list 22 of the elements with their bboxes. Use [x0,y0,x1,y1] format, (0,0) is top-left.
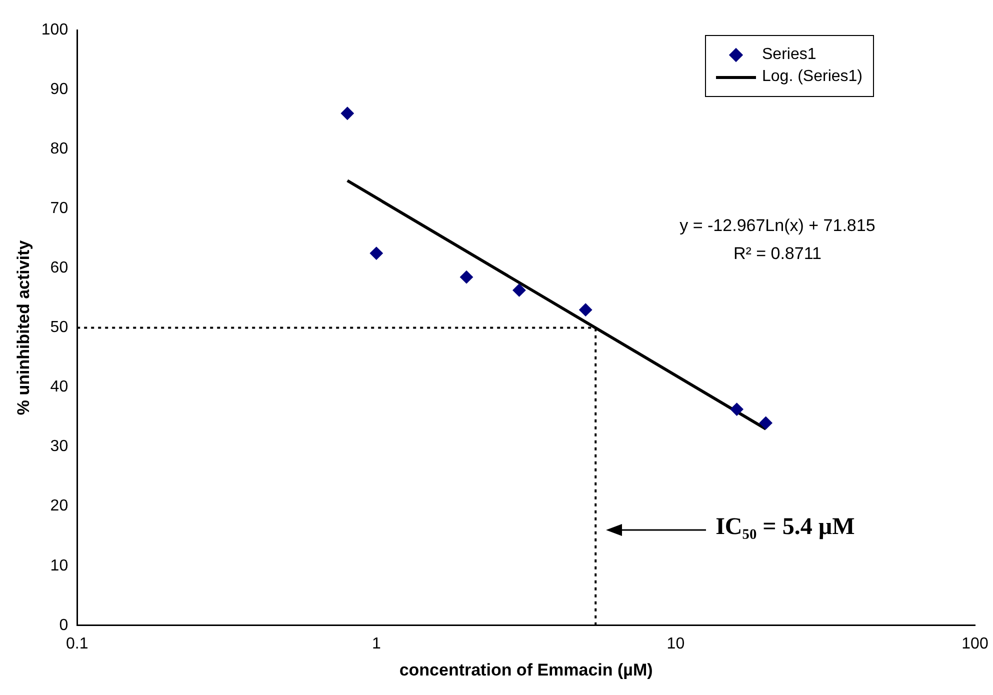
y-tick-label: 20 [50,498,68,515]
annotation: IC₅₀ = 5.4 µM [716,514,855,542]
y-tick-label: 80 [50,140,68,158]
y-tick-label: 100 [41,21,68,38]
y-tick-label: 40 [50,378,68,396]
y-tick-label: 30 [50,438,68,456]
x-tick-label: 1 [372,635,381,652]
annotation: R² = 0.8711 [733,244,822,264]
y-tick-label: 90 [50,80,68,98]
y-tick-label: 60 [50,260,68,277]
y-tick-label: 0 [59,616,68,634]
y-axis-title: % uninhibited activity [14,240,33,416]
x-tick-label: 10 [666,635,685,652]
x-tick-label: 100 [962,635,988,652]
legend-label: Log. (Series1) [762,68,862,86]
x-axis-title: concentration of Emmacin (µM) [399,660,653,680]
x-tick-label: 0.1 [66,635,88,652]
legend-label: Series1 [762,46,816,64]
y-tick-label: 70 [50,200,68,218]
y-tick-label: 10 [50,557,68,574]
annotation: y = -12.967Ln(x) + 71.815 [680,216,876,236]
y-tick-label: 50 [50,319,68,336]
